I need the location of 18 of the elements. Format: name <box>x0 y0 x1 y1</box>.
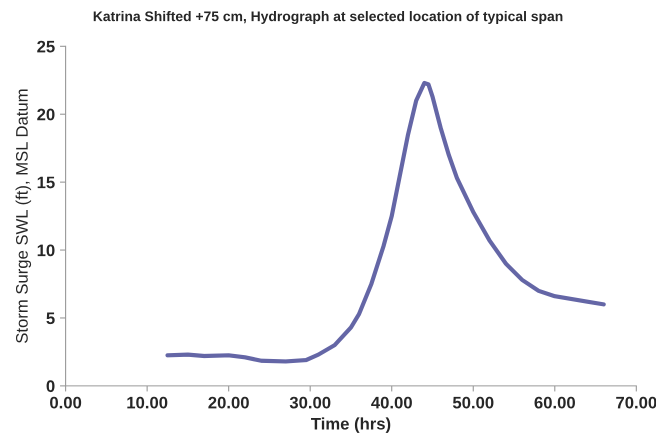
x-tick-label: 60.00 <box>534 396 575 409</box>
x-tick-label: 10.00 <box>127 396 168 409</box>
line-series <box>165 80 606 364</box>
x-tick-label: 70.00 <box>616 396 656 409</box>
y-tick-label: 20 <box>37 108 54 120</box>
y-tick-label: 25 <box>37 40 55 53</box>
y-tick-label: 15 <box>38 176 55 188</box>
y-tick-label: 0 <box>46 380 54 392</box>
x-tick-label: 0.00 <box>50 396 82 409</box>
chart-title: Katrina Shifted +75 cm, Hydrograph at selected location of typical span <box>94 11 562 24</box>
x-tick-label: 50.00 <box>452 396 494 409</box>
x-tick-label: 20.00 <box>208 396 249 409</box>
y-axis-title: Storm Surge SWL (ft), MSL Datum <box>16 90 32 343</box>
x-tick-label: 40.00 <box>371 396 412 409</box>
y-tick-label: 10 <box>38 244 54 256</box>
y-tick-label: 5 <box>46 312 55 324</box>
x-axis-title: Time (hrs) <box>311 417 390 433</box>
x-tick-label: 30.00 <box>290 396 330 409</box>
